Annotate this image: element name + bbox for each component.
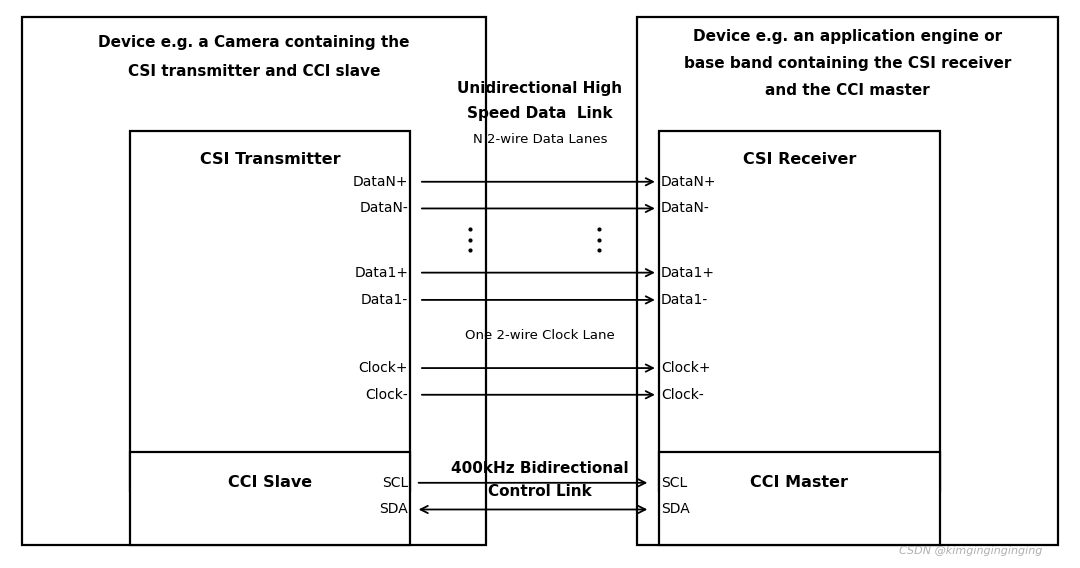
Text: CSI Transmitter: CSI Transmitter	[200, 152, 340, 166]
Text: CSI transmitter and CCI slave: CSI transmitter and CCI slave	[127, 64, 380, 78]
Text: 400kHz Bidirectional: 400kHz Bidirectional	[451, 461, 629, 476]
Text: Clock+: Clock+	[359, 361, 408, 375]
Text: Unidirectional High: Unidirectional High	[458, 81, 622, 95]
Text: Data1-: Data1-	[361, 293, 408, 307]
Text: SCL: SCL	[382, 476, 408, 490]
Text: SDA: SDA	[661, 503, 690, 516]
Text: Data1+: Data1+	[661, 266, 715, 279]
Text: CSDN @kimginginginging: CSDN @kimginginginging	[899, 546, 1042, 556]
Text: DataN+: DataN+	[661, 175, 716, 189]
Bar	[22, 17, 486, 545]
Text: Device e.g. an application engine or: Device e.g. an application engine or	[693, 30, 1002, 44]
Text: CCI Master: CCI Master	[751, 475, 848, 490]
Text: SDA: SDA	[379, 503, 408, 516]
Text: SCL: SCL	[661, 476, 687, 490]
Text: and the CCI master: and the CCI master	[766, 83, 930, 98]
Text: Clock-: Clock-	[365, 388, 408, 402]
Text: CCI Slave: CCI Slave	[228, 475, 312, 490]
Bar	[130, 131, 410, 491]
Bar	[659, 131, 940, 491]
Bar	[130, 452, 410, 545]
Text: DataN+: DataN+	[353, 175, 408, 189]
Text: DataN-: DataN-	[360, 202, 408, 215]
Text: Device e.g. a Camera containing the: Device e.g. a Camera containing the	[98, 35, 409, 50]
Text: Speed Data  Link: Speed Data Link	[468, 106, 612, 121]
Text: base band containing the CSI receiver: base band containing the CSI receiver	[684, 56, 1012, 71]
Text: CSI Receiver: CSI Receiver	[743, 152, 855, 166]
Bar	[637, 17, 1058, 545]
Text: N 2-wire Data Lanes: N 2-wire Data Lanes	[473, 133, 607, 145]
Text: Data1+: Data1+	[354, 266, 408, 279]
Text: DataN-: DataN-	[661, 202, 710, 215]
Text: Control Link: Control Link	[488, 484, 592, 499]
Text: One 2-wire Clock Lane: One 2-wire Clock Lane	[465, 329, 615, 341]
Text: Clock+: Clock+	[661, 361, 711, 375]
Bar	[659, 452, 940, 545]
Text: Data1-: Data1-	[661, 293, 708, 307]
Text: Clock-: Clock-	[661, 388, 704, 402]
